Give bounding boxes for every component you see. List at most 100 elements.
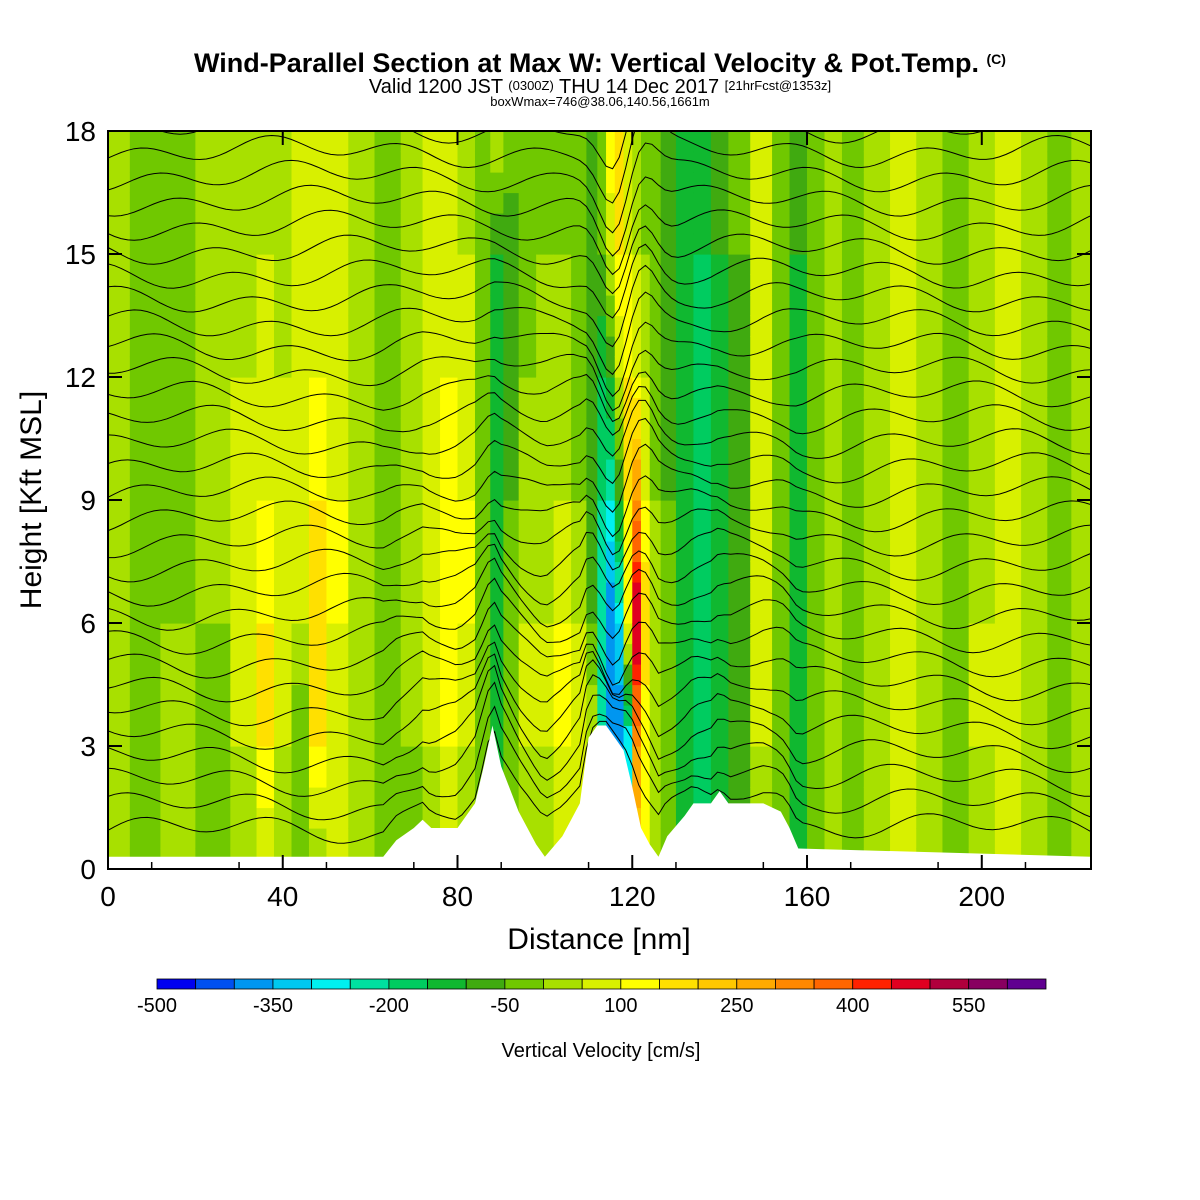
w-cell xyxy=(586,377,598,399)
w-cell xyxy=(994,356,1022,378)
w-cell xyxy=(518,397,537,419)
w-cell xyxy=(942,582,970,604)
w-cell xyxy=(916,254,944,276)
w-cell xyxy=(503,520,520,542)
w-cell xyxy=(693,479,712,501)
w-cell xyxy=(789,315,808,337)
w-cell xyxy=(675,254,695,276)
w-cell xyxy=(772,377,791,399)
w-cell xyxy=(586,500,598,522)
w-cell xyxy=(230,459,258,481)
w-cell xyxy=(863,561,891,583)
w-cell xyxy=(841,254,865,276)
w-cell xyxy=(623,664,633,686)
w-cell xyxy=(649,520,662,542)
w-cell xyxy=(536,623,555,645)
w-cell xyxy=(1071,561,1091,583)
w-cell xyxy=(675,561,695,583)
w-cell xyxy=(274,213,293,235)
w-cell xyxy=(660,500,677,522)
w-cell xyxy=(968,254,996,276)
w-cell xyxy=(693,602,712,624)
w-cell xyxy=(536,602,555,624)
w-cell xyxy=(400,274,424,296)
w-cell xyxy=(710,192,729,214)
w-cell xyxy=(129,520,162,542)
w-cell xyxy=(807,192,826,214)
w-cell xyxy=(649,725,662,747)
w-cell xyxy=(348,705,376,727)
w-cell xyxy=(400,643,424,665)
w-cell xyxy=(824,151,843,173)
w-cell xyxy=(230,377,258,399)
w-cell xyxy=(728,787,751,809)
w-cell xyxy=(571,131,587,153)
w-cell xyxy=(942,541,970,563)
w-cell xyxy=(863,336,891,358)
colorbar-swatch xyxy=(233,978,274,990)
w-cell xyxy=(606,274,616,296)
w-cell xyxy=(968,664,996,686)
w-cell xyxy=(660,623,677,645)
w-cell xyxy=(968,295,996,317)
w-cell xyxy=(586,356,598,378)
w-cell xyxy=(129,315,162,337)
w-cell xyxy=(1047,418,1072,440)
w-cell xyxy=(348,787,376,809)
w-cell xyxy=(942,192,970,214)
isentrope-line xyxy=(108,142,1091,234)
w-cell xyxy=(474,684,491,706)
w-cell xyxy=(108,561,131,583)
w-cell xyxy=(536,151,555,173)
w-cell xyxy=(863,725,891,747)
w-cell xyxy=(374,233,402,255)
w-cell xyxy=(841,315,865,337)
w-cell xyxy=(108,151,131,173)
w-cell xyxy=(693,377,712,399)
w-cell xyxy=(942,664,970,686)
w-cell xyxy=(256,336,275,358)
w-cell xyxy=(400,602,424,624)
w-cell xyxy=(129,336,162,358)
w-cell xyxy=(841,233,865,255)
w-cell xyxy=(660,561,677,583)
w-cell xyxy=(916,131,944,153)
w-cell xyxy=(586,131,598,153)
w-cell xyxy=(916,623,944,645)
w-cell xyxy=(942,151,970,173)
w-cell xyxy=(571,643,587,665)
w-cell xyxy=(291,643,310,665)
isentrope-line xyxy=(108,720,1091,844)
w-cell xyxy=(256,766,275,788)
w-cell xyxy=(586,295,598,317)
w-cell xyxy=(291,397,310,419)
w-cell xyxy=(824,459,843,481)
w-cell xyxy=(750,172,773,194)
w-cell xyxy=(129,561,162,583)
w-cell xyxy=(400,561,424,583)
w-cell xyxy=(348,766,376,788)
w-cell xyxy=(890,274,917,296)
w-cell xyxy=(160,151,196,173)
w-cell xyxy=(1047,684,1072,706)
w-cell xyxy=(308,438,328,460)
w-cell xyxy=(230,828,258,850)
w-cell xyxy=(660,172,677,194)
w-cell xyxy=(536,684,555,706)
colorbar-swatch xyxy=(543,978,583,990)
w-cell xyxy=(632,787,642,809)
w-cell xyxy=(160,828,196,850)
w-cell xyxy=(968,500,996,522)
w-cell xyxy=(623,377,633,399)
w-cell xyxy=(597,315,607,337)
w-cell xyxy=(518,725,537,747)
w-cell xyxy=(710,131,729,153)
w-cell xyxy=(230,725,258,747)
w-cell xyxy=(1021,643,1048,665)
w-cell xyxy=(374,131,402,153)
w-cell xyxy=(108,705,131,727)
w-cell xyxy=(841,459,865,481)
w-cell xyxy=(641,397,651,419)
w-cell xyxy=(807,746,826,768)
w-cell xyxy=(291,172,310,194)
